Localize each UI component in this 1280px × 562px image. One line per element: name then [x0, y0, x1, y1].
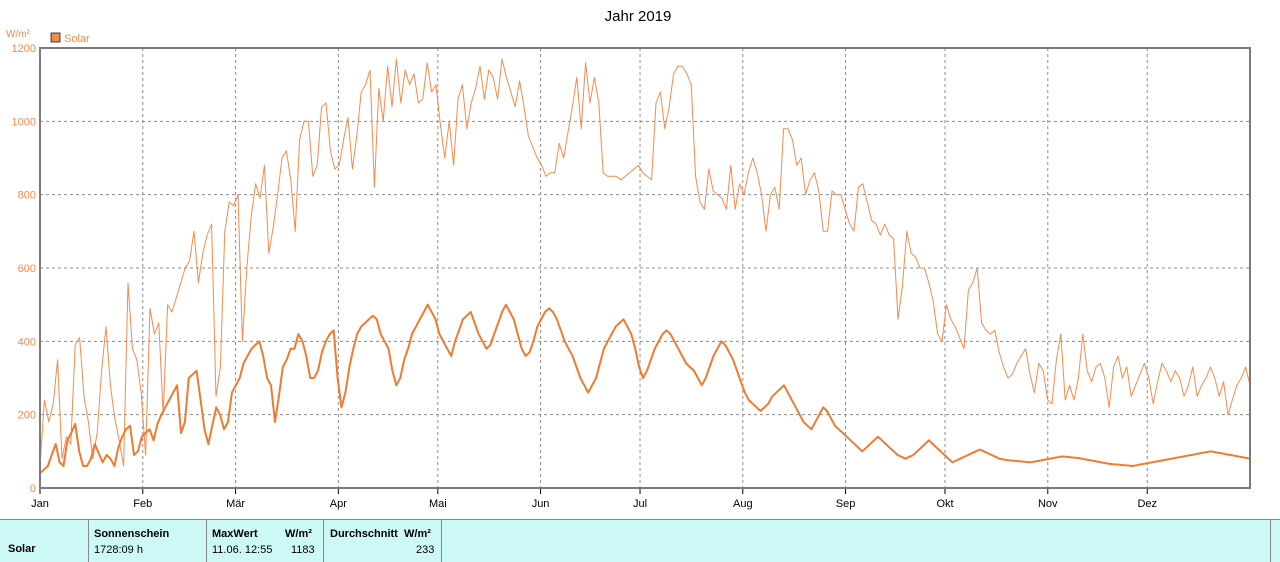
x-tick-label: Aug	[733, 498, 753, 510]
chart-title: Jahr 2019	[605, 8, 672, 25]
y-tick-label: 1000	[12, 116, 36, 128]
x-tick-label: Mai	[429, 498, 447, 510]
max-datetime: 11.06. 12:55	[212, 544, 273, 556]
avg-value: 233	[416, 544, 435, 556]
y-tick-label: 200	[18, 410, 36, 422]
x-tick-label: Sep	[836, 498, 856, 510]
stats-label-cell: Solar	[0, 520, 89, 562]
y-tick-label: 0	[30, 483, 36, 495]
x-tick-label: Jan	[31, 498, 49, 510]
x-tick-label: Nov	[1038, 498, 1058, 510]
series-line-max	[39, 58, 1251, 467]
y-tick-label: 800	[18, 190, 36, 202]
x-tick-label: Jul	[633, 498, 647, 510]
stats-row-label: Solar	[8, 543, 36, 555]
x-tick-label: Mär	[226, 498, 245, 510]
sunshine-value: 1728:09 h	[94, 544, 143, 556]
y-tick-label: 400	[18, 336, 36, 348]
x-tick-label: Feb	[133, 498, 152, 510]
scroll-edge[interactable]	[1270, 48, 1280, 488]
y-tick-label: 600	[18, 263, 36, 275]
solar-chart: Jahr 2019 W/m² Solar 0 200 400 600 800 1000 12…	[6, 8, 1280, 510]
x-tick-label: Jun	[532, 498, 550, 510]
x-tick-label: Okt	[936, 498, 953, 510]
avg-unit: W/m²	[404, 528, 431, 540]
legend-swatch	[50, 32, 61, 43]
plot-frame	[39, 47, 1251, 489]
stats-sunshine-cell: Sonnenschein 1728:09 h	[89, 520, 207, 562]
max-header: MaxWert	[212, 528, 258, 540]
series-line-avg	[39, 303, 1251, 475]
x-tick-label: Dez	[1137, 498, 1157, 510]
avg-header: Durchschnitt	[330, 528, 398, 540]
stats-table: Solar Sonnenschein 1728:09 h MaxWert W/m…	[0, 519, 1280, 562]
y-tick-label: 1200	[12, 43, 36, 55]
stats-avg-cell: Durchschnitt W/m² 233	[324, 520, 442, 562]
sunshine-header: Sonnenschein	[94, 528, 170, 540]
x-tick-label: Apr	[330, 498, 347, 510]
y-axis-unit: W/m²	[6, 29, 31, 40]
max-unit: W/m²	[285, 528, 312, 540]
legend-label: Solar	[64, 33, 90, 45]
stats-right-edge	[1270, 520, 1280, 562]
max-value: 1183	[291, 544, 315, 556]
stats-empty-cell	[442, 520, 1270, 562]
stats-max-cell: MaxWert W/m² 11.06. 12:55 1183	[207, 520, 324, 562]
